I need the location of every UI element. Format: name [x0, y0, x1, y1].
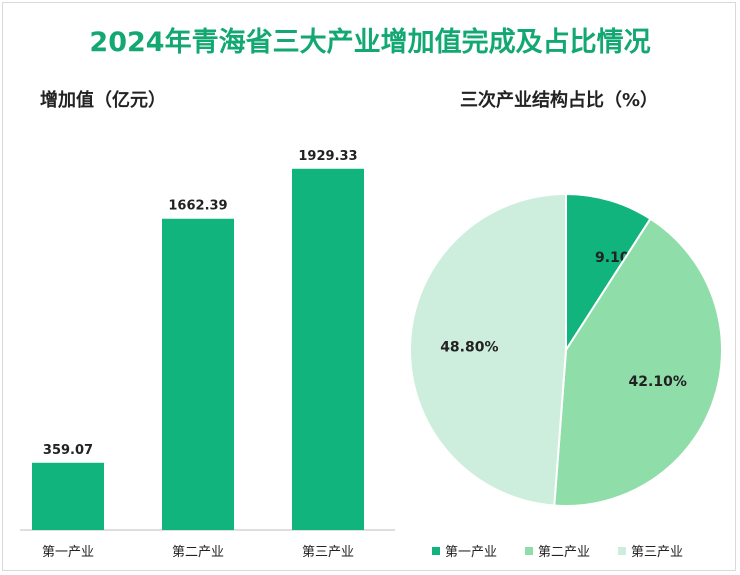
legend-label-second: 第二产业 — [538, 545, 591, 560]
pie-slice-3 — [409, 192, 567, 507]
bar-3 — [292, 168, 364, 531]
x-tick-label-2: 第二产业 — [172, 545, 224, 560]
pie-slice-1 — [565, 192, 652, 354]
pie-value-label-3: 48.80% — [440, 339, 498, 355]
legend-label-third: 第三产业 — [631, 545, 684, 560]
legend-swatch-second — [525, 546, 534, 555]
legend-item-first: 第一产业 — [432, 541, 497, 560]
bar-value-label-3: 1929.33 — [298, 149, 357, 164]
x-tick-label-3: 第三产业 — [302, 545, 354, 560]
chart-title: 2024年青海省三大产业增加值完成及占比情况 — [89, 27, 651, 58]
bar-value-label-1: 359.07 — [43, 443, 93, 458]
pie-chart-title: 三次产业结构占比（%） — [460, 90, 659, 111]
pie-legend: 第一产业 第二产业 第三产业 — [432, 541, 711, 560]
pie-slice-2 — [553, 217, 723, 507]
legend-swatch-first — [432, 546, 440, 555]
bar-chart-ylabel: 增加值（亿元） — [40, 90, 166, 111]
legend-swatch-third — [618, 546, 627, 555]
bar-1 — [32, 462, 104, 530]
bar-2 — [162, 218, 234, 530]
bar-value-label-2: 1662.39 — [168, 199, 227, 214]
legend-item-second: 第二产业 — [525, 541, 590, 560]
pie-value-label-2: 42.10% — [629, 374, 687, 390]
legend-item-third: 第三产业 — [618, 541, 683, 560]
x-tick-label-1: 第一产业 — [42, 545, 94, 560]
legend-label-first: 第一产业 — [445, 545, 498, 560]
